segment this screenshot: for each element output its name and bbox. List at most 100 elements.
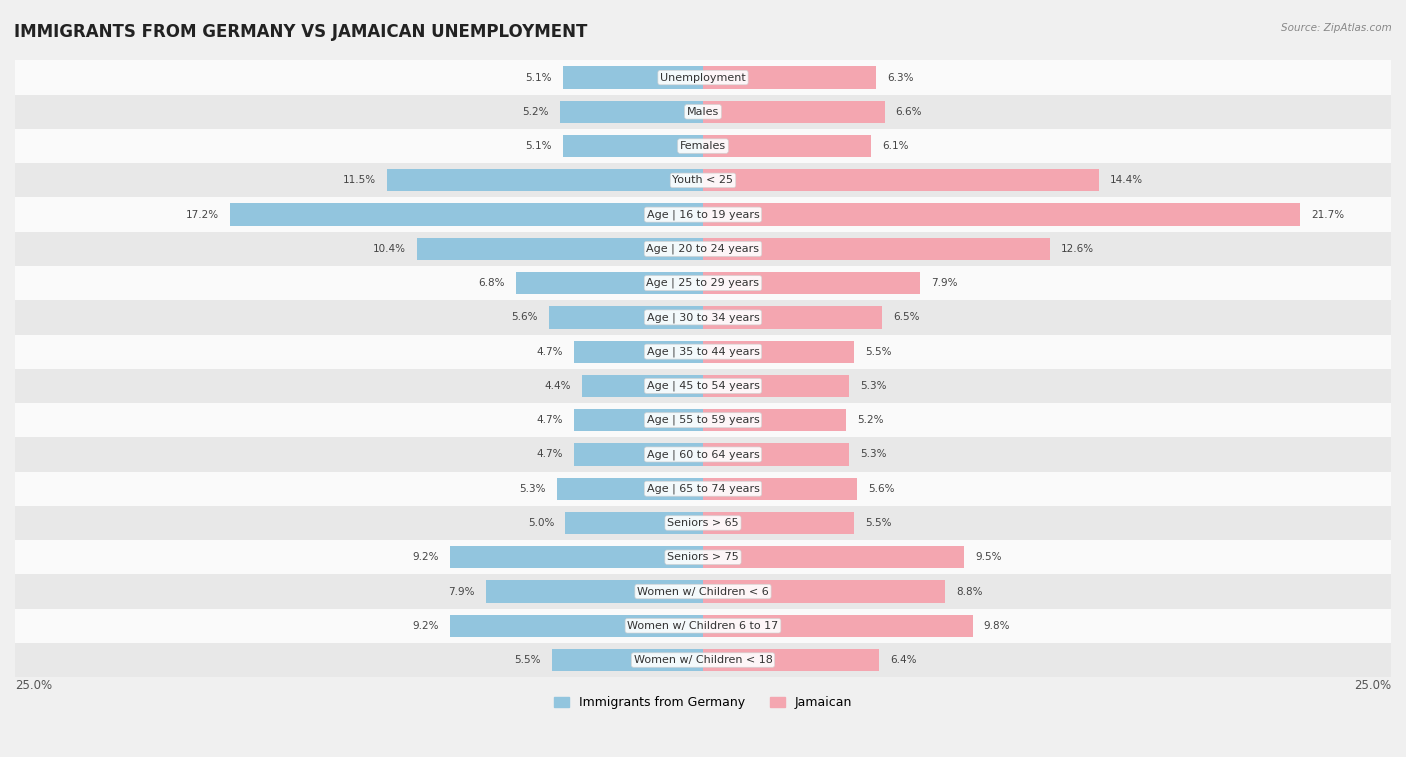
Text: 9.2%: 9.2% bbox=[412, 621, 439, 631]
Bar bbox=[703, 170, 1099, 192]
Text: 6.1%: 6.1% bbox=[882, 141, 908, 151]
Bar bbox=[703, 546, 965, 569]
Text: 4.4%: 4.4% bbox=[544, 381, 571, 391]
Text: Youth < 25: Youth < 25 bbox=[672, 176, 734, 185]
Text: Age | 45 to 54 years: Age | 45 to 54 years bbox=[647, 381, 759, 391]
Text: 5.3%: 5.3% bbox=[860, 450, 886, 459]
Bar bbox=[15, 506, 1391, 540]
Bar bbox=[15, 403, 1391, 438]
Bar bbox=[15, 335, 1391, 369]
Bar bbox=[15, 643, 1391, 678]
Bar bbox=[551, 649, 703, 671]
Text: 5.3%: 5.3% bbox=[860, 381, 886, 391]
Text: 6.4%: 6.4% bbox=[890, 655, 917, 665]
Bar bbox=[703, 272, 921, 294]
Bar bbox=[703, 512, 855, 534]
Text: 5.5%: 5.5% bbox=[865, 518, 891, 528]
Text: 5.0%: 5.0% bbox=[529, 518, 554, 528]
Bar bbox=[703, 307, 882, 329]
Text: Age | 55 to 59 years: Age | 55 to 59 years bbox=[647, 415, 759, 425]
Bar bbox=[557, 478, 703, 500]
Text: 17.2%: 17.2% bbox=[186, 210, 219, 220]
Bar bbox=[15, 61, 1391, 95]
Text: Seniors > 65: Seniors > 65 bbox=[668, 518, 738, 528]
Bar bbox=[560, 101, 703, 123]
Bar bbox=[15, 540, 1391, 575]
Text: 5.6%: 5.6% bbox=[512, 313, 538, 322]
Text: Age | 20 to 24 years: Age | 20 to 24 years bbox=[647, 244, 759, 254]
Text: Males: Males bbox=[688, 107, 718, 117]
Text: 5.6%: 5.6% bbox=[868, 484, 894, 494]
Bar bbox=[703, 135, 870, 157]
Text: 12.6%: 12.6% bbox=[1060, 244, 1094, 254]
Text: 25.0%: 25.0% bbox=[15, 679, 52, 692]
Bar bbox=[703, 615, 973, 637]
Bar bbox=[516, 272, 703, 294]
Bar bbox=[703, 341, 855, 363]
Text: 5.3%: 5.3% bbox=[520, 484, 546, 494]
Text: Women w/ Children < 18: Women w/ Children < 18 bbox=[634, 655, 772, 665]
Bar bbox=[703, 649, 879, 671]
Text: Unemployment: Unemployment bbox=[661, 73, 745, 83]
Bar bbox=[574, 444, 703, 466]
Text: IMMIGRANTS FROM GERMANY VS JAMAICAN UNEMPLOYMENT: IMMIGRANTS FROM GERMANY VS JAMAICAN UNEM… bbox=[14, 23, 588, 41]
Bar bbox=[15, 575, 1391, 609]
Text: Females: Females bbox=[681, 141, 725, 151]
Text: Seniors > 75: Seniors > 75 bbox=[666, 553, 740, 562]
Text: 7.9%: 7.9% bbox=[931, 278, 957, 288]
Text: 25.0%: 25.0% bbox=[1354, 679, 1391, 692]
Bar bbox=[15, 129, 1391, 164]
Text: Women w/ Children 6 to 17: Women w/ Children 6 to 17 bbox=[627, 621, 779, 631]
Bar bbox=[703, 101, 884, 123]
Bar bbox=[15, 609, 1391, 643]
Text: 4.7%: 4.7% bbox=[536, 415, 562, 425]
Bar bbox=[15, 95, 1391, 129]
Bar bbox=[15, 472, 1391, 506]
Bar bbox=[562, 135, 703, 157]
Text: 6.8%: 6.8% bbox=[478, 278, 505, 288]
Text: 9.2%: 9.2% bbox=[412, 553, 439, 562]
Text: 9.8%: 9.8% bbox=[984, 621, 1010, 631]
Text: 6.5%: 6.5% bbox=[893, 313, 920, 322]
Legend: Immigrants from Germany, Jamaican: Immigrants from Germany, Jamaican bbox=[548, 691, 858, 714]
Text: 6.6%: 6.6% bbox=[896, 107, 922, 117]
Text: 21.7%: 21.7% bbox=[1312, 210, 1344, 220]
Text: Age | 35 to 44 years: Age | 35 to 44 years bbox=[647, 347, 759, 357]
Text: 5.2%: 5.2% bbox=[858, 415, 883, 425]
Text: 4.7%: 4.7% bbox=[536, 450, 562, 459]
Bar bbox=[565, 512, 703, 534]
Bar bbox=[15, 266, 1391, 301]
Bar bbox=[703, 238, 1050, 260]
Bar bbox=[582, 375, 703, 397]
Bar bbox=[387, 170, 703, 192]
Text: 7.9%: 7.9% bbox=[449, 587, 475, 597]
Bar bbox=[703, 581, 945, 603]
Bar bbox=[548, 307, 703, 329]
Bar bbox=[703, 204, 1301, 226]
Bar bbox=[574, 409, 703, 431]
Text: Age | 65 to 74 years: Age | 65 to 74 years bbox=[647, 484, 759, 494]
Text: 5.5%: 5.5% bbox=[865, 347, 891, 357]
Bar bbox=[703, 409, 846, 431]
Bar bbox=[485, 581, 703, 603]
Text: 14.4%: 14.4% bbox=[1111, 176, 1143, 185]
Text: Age | 30 to 34 years: Age | 30 to 34 years bbox=[647, 312, 759, 322]
Bar bbox=[15, 198, 1391, 232]
Text: Age | 16 to 19 years: Age | 16 to 19 years bbox=[647, 210, 759, 220]
Text: Age | 60 to 64 years: Age | 60 to 64 years bbox=[647, 449, 759, 459]
Bar bbox=[562, 67, 703, 89]
Text: 5.5%: 5.5% bbox=[515, 655, 541, 665]
Bar bbox=[15, 301, 1391, 335]
Text: 5.1%: 5.1% bbox=[524, 141, 551, 151]
Text: 4.7%: 4.7% bbox=[536, 347, 562, 357]
Text: 6.3%: 6.3% bbox=[887, 73, 914, 83]
Text: 11.5%: 11.5% bbox=[343, 176, 375, 185]
Text: Women w/ Children < 6: Women w/ Children < 6 bbox=[637, 587, 769, 597]
Text: Source: ZipAtlas.com: Source: ZipAtlas.com bbox=[1281, 23, 1392, 33]
Text: 8.8%: 8.8% bbox=[956, 587, 983, 597]
Bar bbox=[15, 438, 1391, 472]
Bar bbox=[229, 204, 703, 226]
Text: 9.5%: 9.5% bbox=[976, 553, 1002, 562]
Bar bbox=[574, 341, 703, 363]
Bar bbox=[450, 615, 703, 637]
